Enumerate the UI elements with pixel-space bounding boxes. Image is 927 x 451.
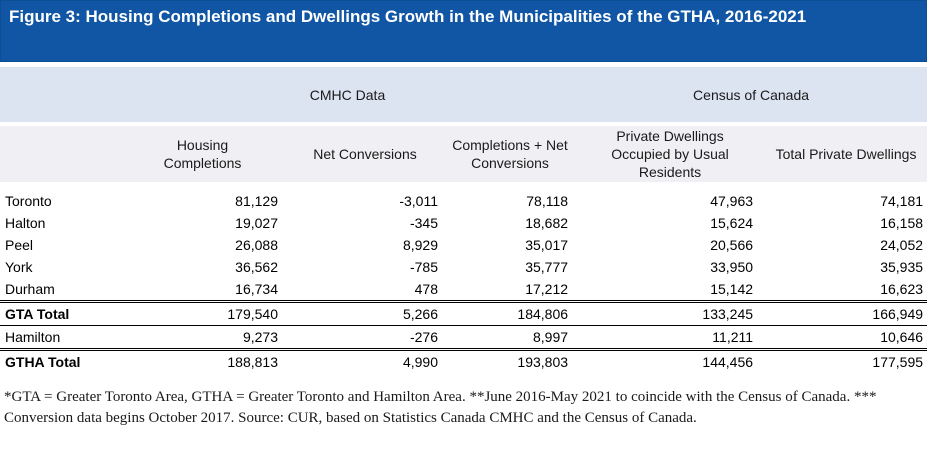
table-cell: 17,212 (525, 281, 569, 297)
table-row-peel: Peel 26,088 8,929 35,017 20,566 24,052 (0, 234, 927, 256)
housing-table: CMHC Data Census of Canada Housing Compl… (0, 67, 927, 374)
row-label: GTHA Total (5, 354, 81, 371)
table-cell: 35,777 (525, 259, 569, 275)
table-cell: 19,027 (235, 215, 278, 231)
table-cell: 5,266 (285, 300, 445, 326)
col-header-text: Private Dwellings Occupied by Usual Resi… (611, 127, 729, 181)
table-cell: 81,129 (235, 193, 278, 209)
table-cell: 10,646 (765, 325, 927, 351)
table-cell: 36,562 (235, 259, 278, 275)
table-row-hamilton: Hamilton 9,273 -276 8,997 11,211 10,646 (0, 325, 927, 351)
table-cell: 33,950 (710, 259, 754, 275)
table-cell: 47,963 (710, 193, 754, 209)
col-header-text: Housing Completions (163, 136, 242, 171)
table-cell: 26,088 (235, 237, 278, 253)
table-row-york: York 36,562 -785 35,777 33,950 35,935 (0, 256, 927, 278)
row-label: Hamilton (0, 325, 120, 351)
group-header-cmhc: CMHC Data (120, 67, 576, 126)
col-header-text: Total Private Dwellings (775, 145, 917, 162)
table-cell: 478 (414, 281, 438, 297)
col-header-net-conversions: Net Conversions (285, 124, 445, 190)
table-cell: 20,566 (710, 237, 754, 253)
table-cell: -785 (409, 259, 438, 275)
row-label: Durham (5, 281, 55, 297)
table-cell: 16,734 (235, 281, 278, 297)
table-cell: 144,456 (702, 354, 754, 371)
footnote: *GTA = Greater Toronto Area, GTHA = Grea… (4, 388, 877, 427)
table-row-gta-total: GTA Total 179,540 5,266 184,806 133,245 … (0, 300, 927, 326)
col-header-housing-completions: Housing Completions (120, 124, 285, 190)
table-row-durham: Durham 16,734 478 17,212 15,142 16,623 (0, 278, 927, 302)
table-cell: 193,803 (517, 354, 569, 371)
group-header-spacer (0, 67, 120, 126)
col-header-text: Net Conversions (313, 145, 417, 162)
table-cell: 16,158 (880, 215, 924, 231)
col-header-text: Completions + Net Conversions (452, 136, 568, 171)
table-cell: 15,624 (710, 215, 754, 231)
table-row-gtha-total: GTHA Total 188,813 4,990 193,803 144,456… (0, 350, 927, 374)
table-cell: 184,806 (445, 300, 576, 326)
row-label: York (5, 259, 33, 275)
table-cell: 78,118 (526, 193, 569, 209)
col-header-completions-net: Completions + Net Conversions (445, 124, 576, 190)
col-header-municipality (0, 124, 120, 190)
group-header-census: Census of Canada (575, 67, 927, 126)
table-cell: 8,997 (445, 325, 576, 351)
table-cell: -3,011 (399, 193, 438, 209)
row-label: Toronto (5, 193, 52, 209)
table-cell: 177,595 (872, 354, 924, 371)
table-cell: 15,142 (710, 281, 754, 297)
table-cell: 9,273 (120, 325, 285, 351)
table-cell: 166,949 (765, 300, 927, 326)
table-cell: -276 (285, 325, 445, 351)
row-label: GTA Total (0, 300, 120, 326)
column-header-row: Housing Completions Net Conversions Comp… (0, 124, 927, 190)
col-header-total-private-dwellings: Total Private Dwellings (765, 124, 927, 190)
table-cell: 35,935 (880, 259, 924, 275)
table-cell: 179,540 (120, 300, 285, 326)
col-header-private-dwellings-occupied: Private Dwellings Occupied by Usual Resi… (575, 124, 766, 190)
table-cell: 35,017 (525, 237, 569, 253)
table-cell: 24,052 (880, 237, 924, 253)
table-cell: 16,623 (880, 281, 924, 297)
table-cell: 4,990 (402, 354, 438, 371)
table-cell: 11,211 (575, 325, 766, 351)
table-cell: 188,813 (227, 354, 278, 371)
group-header-row: CMHC Data Census of Canada (0, 67, 927, 126)
table-cell: 74,181 (880, 193, 924, 209)
table-row-halton: Halton 19,027 -345 18,682 15,624 16,158 (0, 212, 927, 234)
figure-title: Figure 3: Housing Completions and Dwelli… (0, 0, 927, 62)
table-cell: 8,929 (402, 237, 438, 253)
row-label: Halton (5, 215, 46, 231)
row-label: Peel (5, 237, 34, 253)
table-cell: 133,245 (575, 300, 766, 326)
table-cell: -345 (409, 215, 438, 231)
table-cell: 18,682 (525, 215, 569, 231)
table-row-toronto: Toronto 81,129 -3,011 78,118 47,963 74,1… (0, 186, 927, 212)
